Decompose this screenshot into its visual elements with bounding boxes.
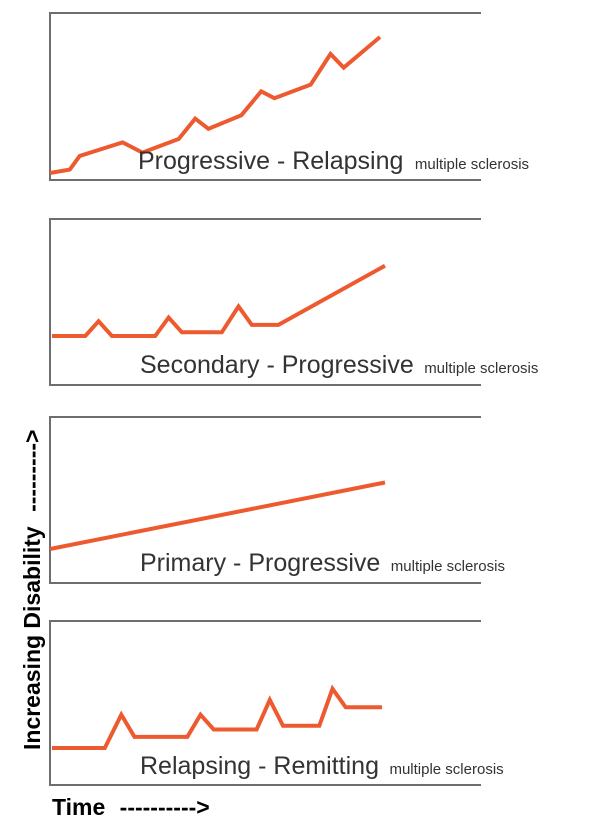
panel-primary-progressive: Primary - Progressive multiple sclerosis: [49, 416, 505, 584]
course-suffix: multiple sclerosis: [391, 558, 505, 575]
panel-frame: [49, 12, 481, 181]
panel-frame: [49, 620, 481, 786]
x-axis-arrow: ---------->: [120, 794, 210, 820]
disability-curve-relapsing-remitting: [52, 684, 382, 750]
disability-curve-primary-progressive: [49, 480, 386, 551]
panel-frame: [49, 218, 481, 386]
panel-label: Primary - Progressive multiple sclerosis: [140, 549, 505, 577]
course-name: Relapsing - Remitting: [140, 752, 379, 780]
x-axis-title: Time: [52, 794, 105, 820]
disability-curve-progressive-relapsing: [49, 35, 382, 175]
panel-secondary-progressive: Secondary - Progressive multiple scleros…: [49, 218, 538, 386]
course-name: Primary - Progressive: [140, 549, 380, 577]
course-name: Secondary - Progressive: [140, 351, 414, 379]
panel-label: Secondary - Progressive multiple scleros…: [140, 351, 538, 379]
course-name: Progressive - Relapsing: [138, 147, 403, 175]
disability-curve-secondary-progressive: [52, 263, 386, 338]
panel-frame: [49, 416, 481, 584]
y-axis-label: Increasing Disability --------->: [19, 430, 45, 750]
panel-label: Relapsing - Remitting multiple sclerosis: [140, 752, 504, 780]
panel-relapsing-remitting: Relapsing - Remitting multiple sclerosis: [49, 620, 504, 786]
y-axis-arrow: --------->: [19, 430, 45, 512]
x-axis-label: Time ---------->: [52, 794, 210, 820]
course-suffix: multiple sclerosis: [389, 761, 503, 778]
course-suffix: multiple sclerosis: [424, 360, 538, 377]
panel-progressive-relapsing: Progressive - Relapsing multiple scleros…: [49, 12, 529, 181]
y-axis-title: Increasing Disability: [19, 526, 45, 750]
panel-label: Progressive - Relapsing multiple scleros…: [138, 147, 529, 175]
course-suffix: multiple sclerosis: [415, 156, 529, 173]
